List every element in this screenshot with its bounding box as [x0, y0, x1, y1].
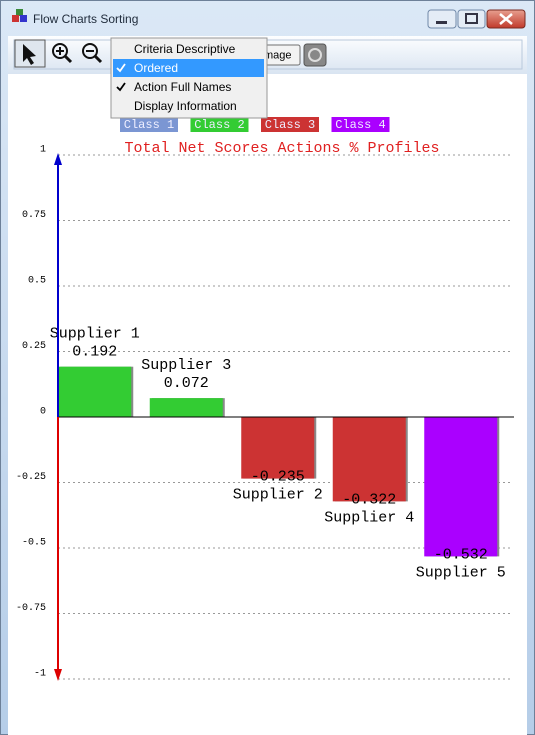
bar-category-label: Supplier 5 [416, 564, 506, 581]
pointer-tool[interactable] [14, 39, 46, 68]
menu-check [116, 82, 126, 92]
chart: Total Net Scores Actions % Profiles Clas… [16, 117, 514, 681]
bar [149, 398, 223, 417]
close-button[interactable] [486, 9, 526, 29]
bar [332, 417, 406, 502]
legend-label: Class 3 [265, 118, 315, 132]
bar-value-label: 0.192 [72, 344, 117, 361]
menu-item[interactable]: Action Full Names [116, 80, 231, 94]
y-tick-label: 0 [40, 407, 46, 418]
y-tick-label: -0.25 [16, 472, 46, 483]
bar-value-label: -0.322 [342, 491, 396, 508]
y-tick-label: -0.75 [16, 603, 46, 614]
minimize-button[interactable] [427, 9, 457, 29]
y-tick-label: 0.75 [22, 210, 46, 221]
bar [241, 417, 315, 479]
menu-panel [110, 37, 268, 119]
bar-category-label: Supplier 3 [141, 357, 231, 374]
bar-category-label: Supplier 2 [233, 487, 323, 504]
menu-item[interactable]: Display Information [134, 99, 237, 113]
maximize-button[interactable] [457, 9, 486, 29]
zoom-out-tool[interactable] [82, 43, 103, 64]
chart-title: Total Net Scores Actions % Profiles [124, 140, 439, 157]
bar-value-label: -0.235 [251, 469, 305, 486]
legend-label: Class 4 [335, 118, 385, 132]
image-button-label: mage [264, 49, 292, 61]
dropdown-menu: Criteria Descriptive Ordered Action Full N… [110, 37, 268, 119]
legend-label: Class 1 [124, 118, 174, 132]
zoom-in-tool[interactable] [52, 43, 73, 64]
window-title: Flow Charts Sorting [33, 12, 138, 26]
menu-highlight [113, 59, 264, 77]
app-icon [12, 9, 27, 22]
menu-item-label: Ordered [134, 61, 178, 75]
bar-value-label: -0.532 [434, 546, 488, 563]
menu-item-label: Action Full Names [134, 80, 231, 94]
negative-arrow [54, 669, 62, 681]
y-tick-label: -1 [34, 669, 46, 680]
legend-swatch [261, 117, 319, 132]
positive-arrow [54, 153, 62, 165]
menu-check [116, 63, 126, 73]
legend-swatch [120, 117, 178, 132]
y-tick-label: 0.5 [28, 276, 46, 287]
legend-swatch [190, 117, 249, 132]
bar [58, 366, 132, 417]
y-tick-label: -0.5 [22, 538, 46, 549]
legend-swatch [331, 117, 390, 132]
toolbar-strip [13, 39, 523, 70]
bar [424, 417, 498, 557]
bar-category-label: Supplier 4 [324, 509, 414, 526]
menu-item[interactable]: Ordered [113, 59, 264, 77]
settings-button[interactable] [303, 43, 327, 67]
menu-item[interactable]: Criteria Descriptive [134, 42, 236, 56]
legend-label: Class 2 [194, 118, 244, 132]
menu-item-label: Criteria Descriptive [134, 42, 236, 56]
y-tick-label: 0.25 [22, 341, 46, 352]
menu-item-label: Display Information [134, 99, 237, 113]
bar-category-label: Supplier 1 [50, 326, 140, 343]
bar-value-label: 0.072 [164, 375, 209, 392]
y-tick-label: 1 [40, 145, 46, 156]
